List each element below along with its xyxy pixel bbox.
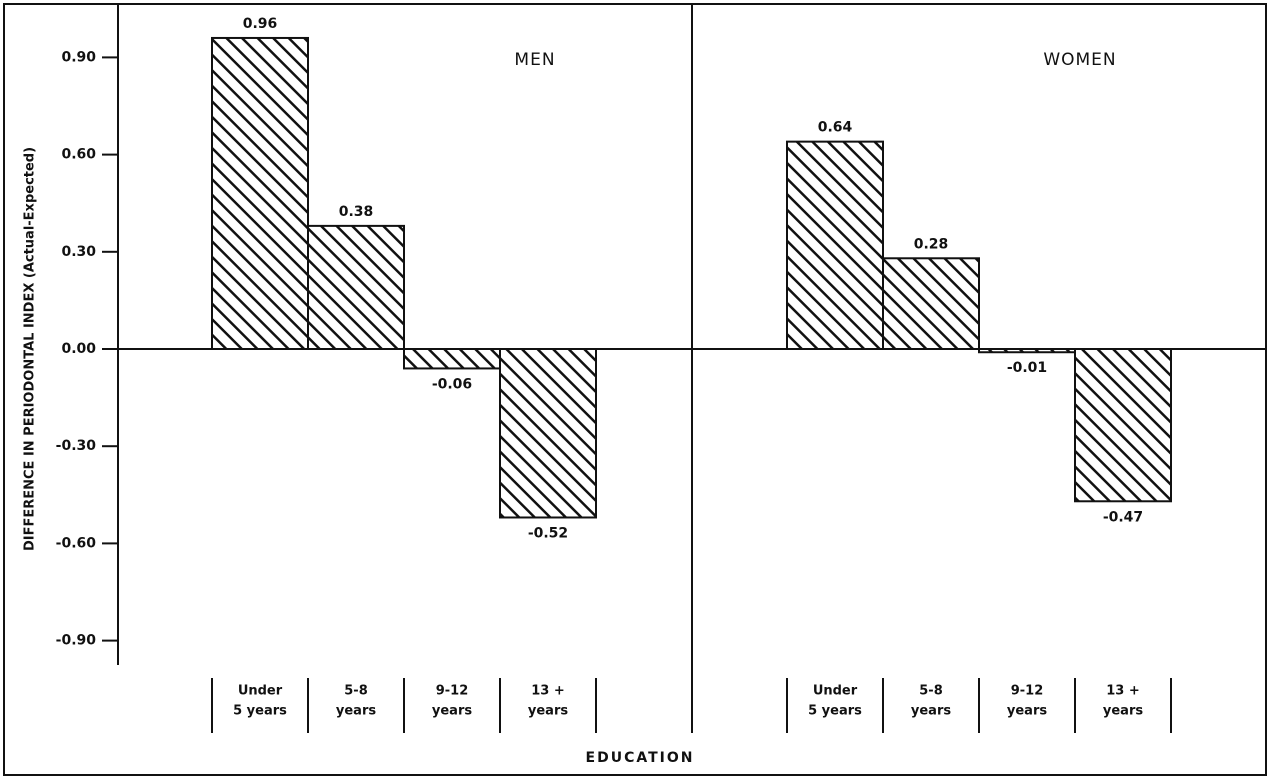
x-tick-label: 13 + — [531, 684, 565, 699]
x-tick-label: 5 years — [808, 704, 862, 719]
x-tick-label: Under — [813, 684, 858, 699]
y-axis-label: DIFFERENCE IN PERIODONTAL INDEX (Actual-… — [23, 147, 38, 551]
bar — [307, 224, 405, 351]
x-tick-label: Under — [238, 684, 283, 699]
bar — [882, 257, 980, 350]
value-label: 0.64 — [818, 120, 853, 136]
bar — [978, 348, 1076, 354]
bar — [403, 348, 501, 370]
x-tick-label: 5-8 — [919, 684, 943, 699]
y-tick-label: 0.90 — [61, 49, 96, 65]
bar — [786, 140, 884, 350]
y-tick-label: -0.60 — [56, 535, 97, 551]
panel-title: WOMEN — [1043, 50, 1116, 70]
value-label: -0.47 — [1103, 509, 1143, 525]
frame — [3, 3, 1267, 776]
y-tick-label: 0.60 — [61, 147, 96, 163]
x-tick-label: 9-12 — [1011, 684, 1044, 699]
y-tick-label: -0.30 — [56, 438, 97, 454]
bar — [499, 348, 597, 519]
x-tick-label: years — [336, 704, 376, 719]
value-label: -0.06 — [432, 376, 472, 392]
value-label: 0.38 — [339, 204, 374, 220]
y-tick-label: 0.30 — [61, 244, 96, 260]
x-tick-label: years — [1103, 704, 1143, 719]
x-tick-label: years — [432, 704, 472, 719]
x-tick-label: 9-12 — [436, 684, 469, 699]
value-label: -0.01 — [1007, 360, 1047, 376]
value-label: 0.28 — [914, 236, 949, 252]
panel-title: MEN — [514, 50, 555, 70]
x-tick-label: years — [1007, 704, 1047, 719]
y-tick-label: 0.00 — [61, 341, 96, 357]
value-label: -0.52 — [528, 525, 568, 541]
bar — [211, 36, 309, 351]
bar — [1074, 348, 1172, 503]
y-tick-label: -0.90 — [56, 633, 97, 649]
x-tick-label: years — [528, 704, 568, 719]
x-tick-label: 5-8 — [344, 684, 368, 699]
x-tick-label: 5 years — [233, 704, 287, 719]
x-axis-label: EDUCATION — [586, 750, 695, 766]
x-tick-label: years — [911, 704, 951, 719]
x-tick-label: 13 + — [1106, 684, 1140, 699]
value-label: 0.96 — [243, 16, 278, 32]
